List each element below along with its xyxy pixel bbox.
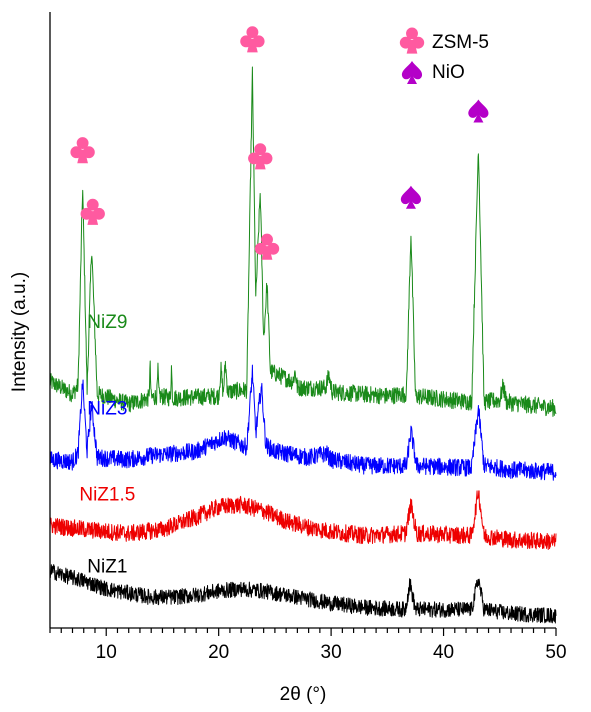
x-tick-label: 30 <box>321 642 342 663</box>
series-niz3: NiZ3 <box>49 364 557 481</box>
series-line <box>49 490 557 550</box>
x-tick-label: 40 <box>433 642 454 663</box>
x-axis-title: 2θ (°) <box>280 684 327 705</box>
series-niz1-5: NiZ1.5 <box>49 485 557 550</box>
series-label: NiZ1 <box>87 557 127 578</box>
series-label: NiZ9 <box>87 312 127 333</box>
club-icon <box>399 27 425 54</box>
legend-item-nio: NiO <box>401 61 465 84</box>
series-line <box>49 66 557 417</box>
series-label: NiZ1.5 <box>79 485 135 506</box>
legend-label: NiO <box>432 62 465 83</box>
zsm5-peak-marker-icon <box>70 137 95 164</box>
axes: 10 20 30 40 50 <box>49 12 567 663</box>
zsm5-peak-marker-icon <box>80 198 105 225</box>
y-axis-title: Intensity (a.u.) <box>9 272 30 392</box>
legend-label: ZSM-5 <box>432 32 489 53</box>
nio-peak-marker-icon <box>400 185 422 209</box>
legend: ZSM-5 NiO <box>399 27 489 84</box>
x-tick-label: 20 <box>208 642 229 663</box>
zsm5-peak-marker-icon <box>254 233 280 260</box>
spade-icon <box>401 61 423 84</box>
series-line <box>49 564 557 624</box>
nio-peak-marker-icon <box>468 99 489 123</box>
series-niz1: NiZ1 <box>49 557 557 624</box>
series-line <box>49 364 557 481</box>
annotation-layer <box>70 26 489 260</box>
series-layer: NiZ9 NiZ3 NiZ1.5 NiZ1 <box>49 66 557 624</box>
series-label: NiZ3 <box>87 398 127 419</box>
legend-item-zsm-5: ZSM-5 <box>399 27 489 54</box>
x-tick-label: 10 <box>96 642 117 663</box>
zsm5-peak-marker-icon <box>248 143 273 170</box>
zsm5-peak-marker-icon <box>240 26 265 53</box>
x-tick-label: 50 <box>545 642 566 663</box>
series-niz9: NiZ9 <box>49 66 557 417</box>
